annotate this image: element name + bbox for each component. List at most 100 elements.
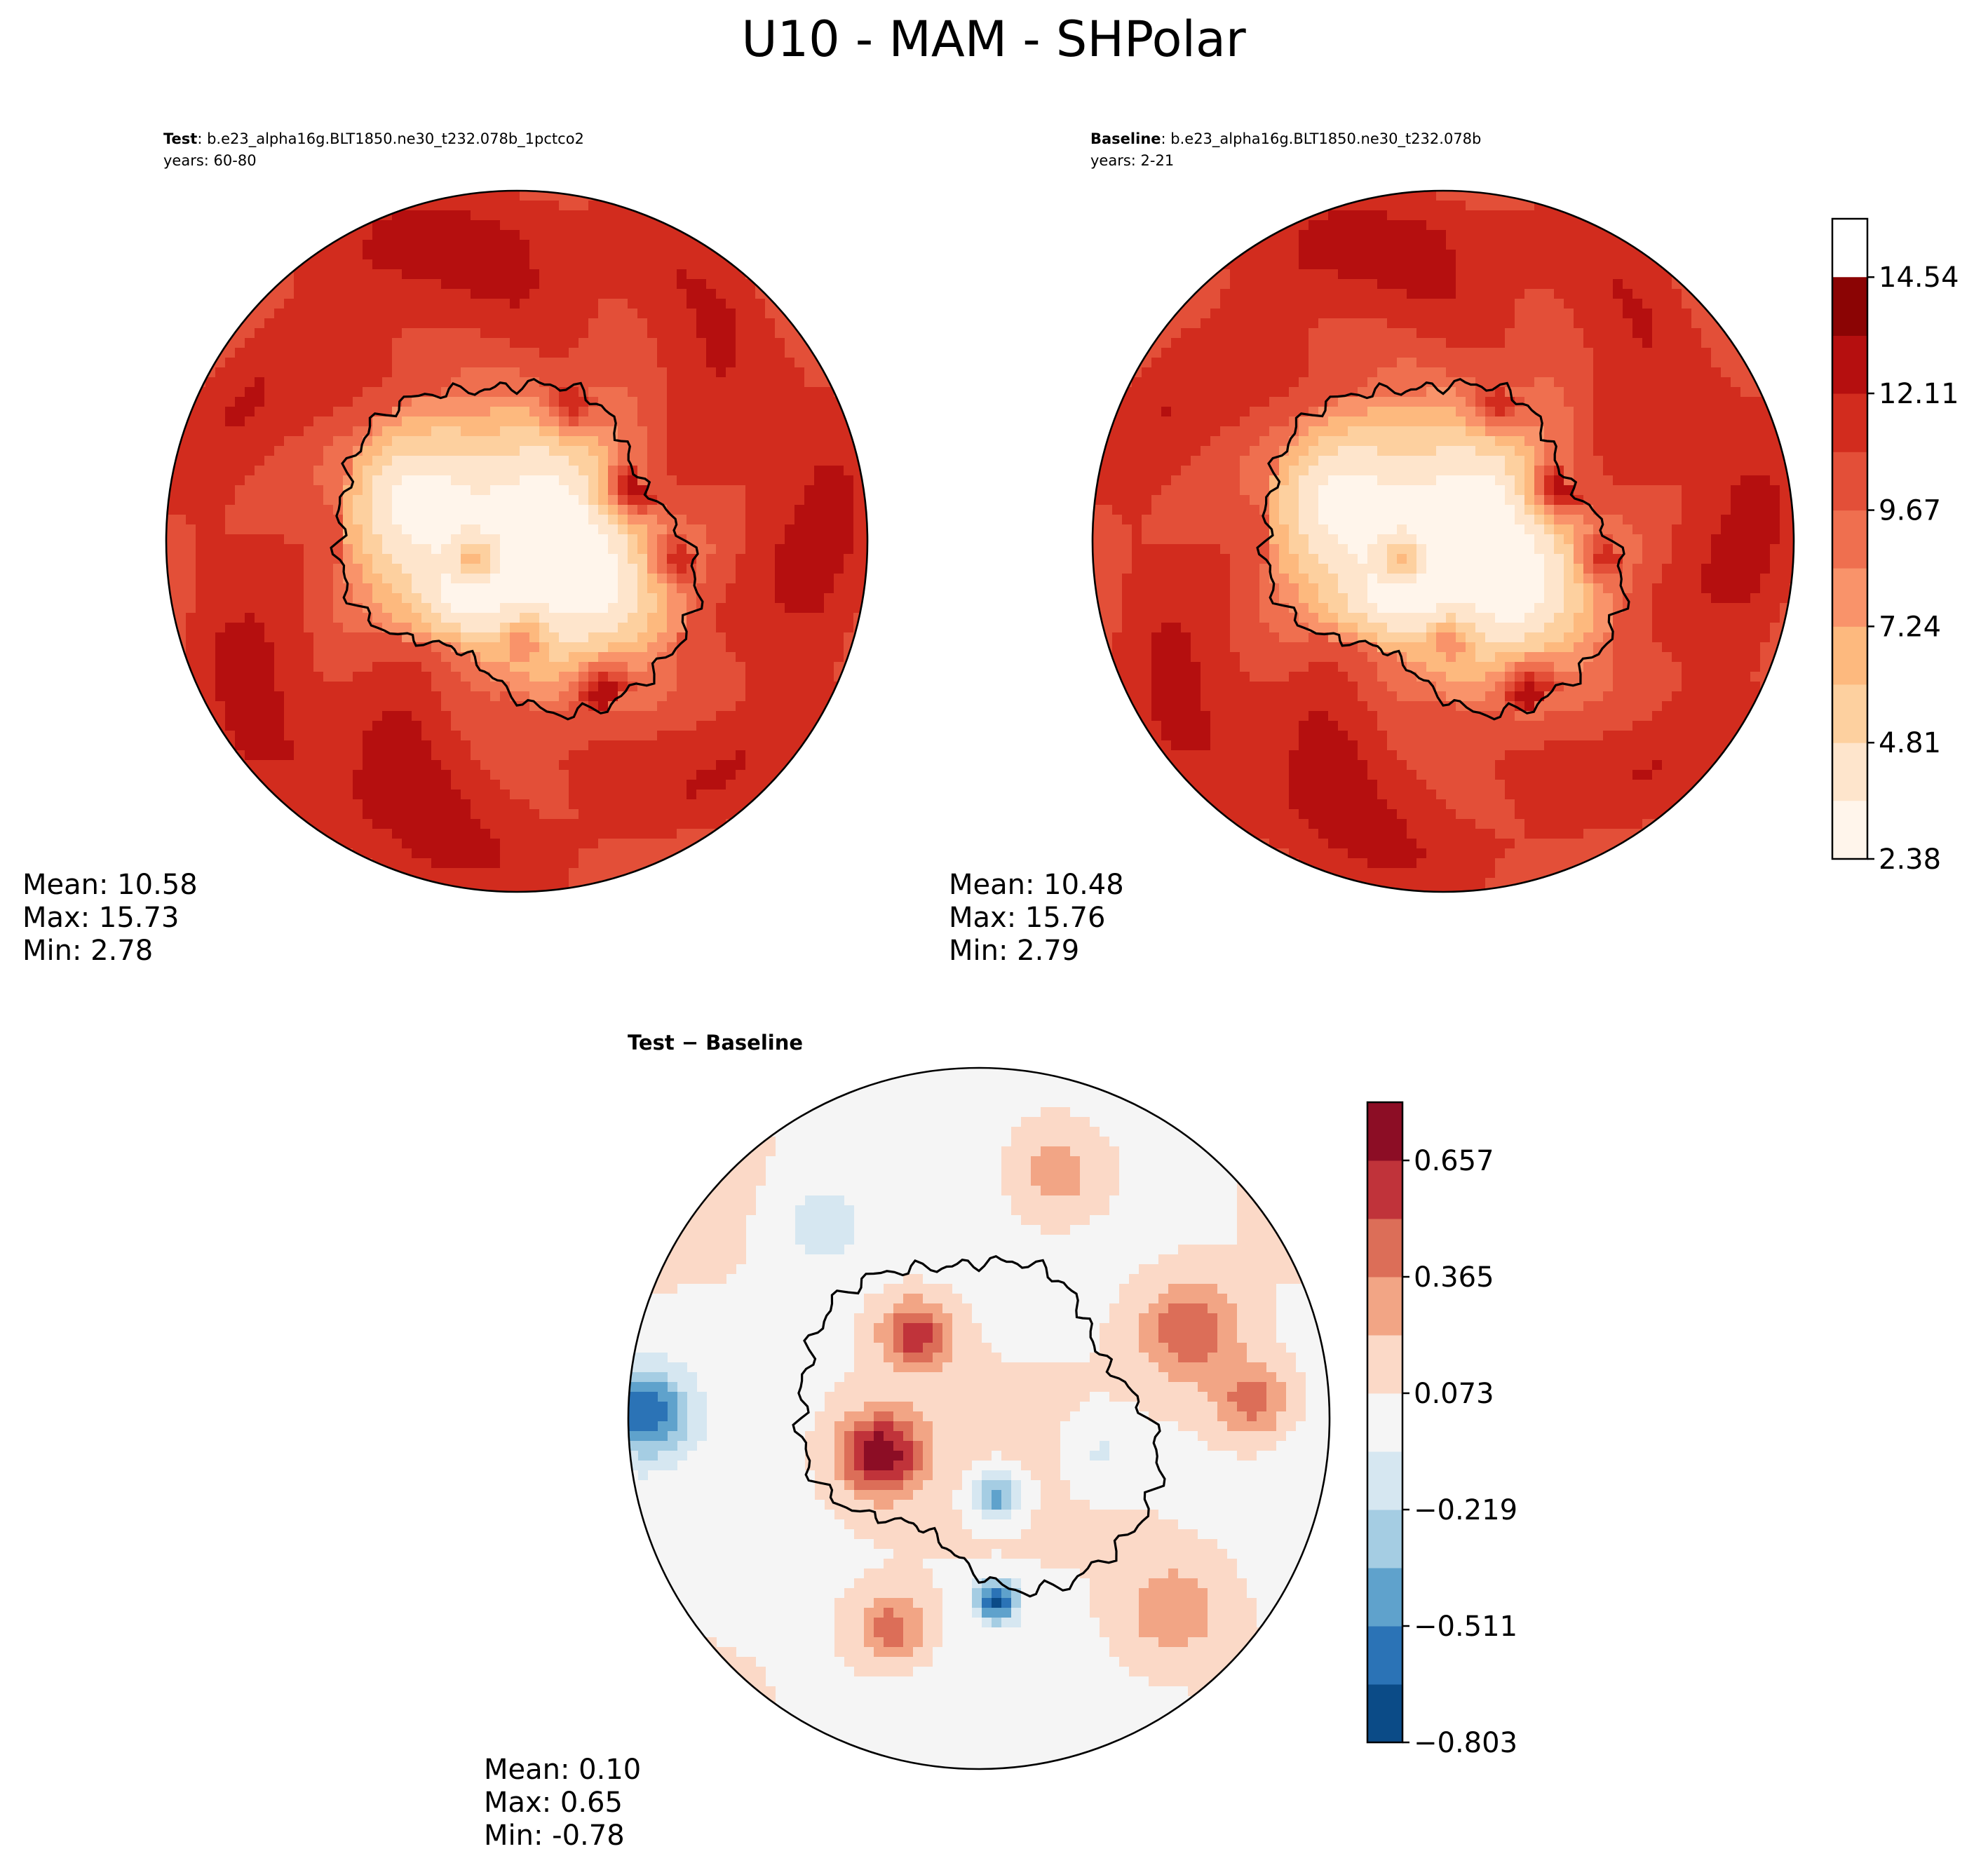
map-cell <box>392 279 403 290</box>
map-cell <box>421 691 432 702</box>
map-cell <box>844 613 854 623</box>
map-cell <box>372 524 383 535</box>
map-cell <box>323 426 334 437</box>
map-cell <box>451 790 461 800</box>
map-cell <box>863 524 867 535</box>
map-cell <box>539 279 550 290</box>
panel-test-years: years: 60-80 <box>163 152 257 169</box>
map-cell <box>677 711 687 721</box>
map-cell <box>726 416 736 427</box>
map-cell <box>696 574 707 584</box>
map-cell <box>559 868 569 879</box>
map-cell <box>804 652 815 663</box>
map-cell <box>1299 220 1309 231</box>
map-cell <box>1475 240 1486 250</box>
map-cell <box>824 613 834 623</box>
map-cell <box>706 790 717 800</box>
map-cell <box>520 799 530 810</box>
map-cell <box>1623 299 1633 309</box>
map-cell <box>834 623 844 633</box>
map-cell <box>559 632 569 643</box>
map-cell <box>1515 250 1525 260</box>
map-cell <box>667 495 677 506</box>
map-cell <box>431 259 442 270</box>
map-cell <box>196 701 206 712</box>
map-cell <box>274 652 285 663</box>
map-cell <box>520 426 530 437</box>
map-cell <box>1544 250 1555 260</box>
map-cell <box>1377 318 1388 329</box>
map-cell <box>205 426 216 437</box>
map-cell <box>392 662 403 672</box>
map-cell <box>451 711 461 721</box>
map-cell <box>696 436 707 447</box>
map-cell <box>1456 230 1466 240</box>
map-cell <box>382 495 393 506</box>
map-cell <box>1456 201 1466 211</box>
map-cell <box>755 377 766 388</box>
map-cell <box>618 416 628 427</box>
map-cell <box>637 819 648 829</box>
map-cell <box>745 475 756 486</box>
map-cell <box>1407 269 1417 280</box>
map-cell <box>1603 259 1614 270</box>
map-cell <box>569 259 579 270</box>
map-cell <box>657 358 668 368</box>
map-cell <box>794 348 805 358</box>
map-cell <box>579 210 589 221</box>
map-cell <box>549 299 560 309</box>
map-cell <box>794 632 805 643</box>
map-cell <box>264 358 275 368</box>
map-cell <box>284 583 295 594</box>
map-cell <box>588 780 599 790</box>
map-cell <box>215 436 226 447</box>
map-cell <box>402 259 412 270</box>
map-cell <box>1387 309 1398 319</box>
map-cell <box>1338 259 1348 270</box>
map-cell <box>677 407 687 417</box>
map-cell <box>559 574 569 584</box>
map-cell <box>1495 318 1506 329</box>
map-cell <box>677 495 687 506</box>
map-cell <box>500 564 510 574</box>
map-cell <box>176 515 187 525</box>
map-cell <box>588 682 599 692</box>
map-cell <box>490 338 501 348</box>
map-cell <box>1623 328 1633 339</box>
map-cell <box>363 760 373 771</box>
map-cell <box>608 839 618 849</box>
map-cell <box>559 426 569 437</box>
map-cell <box>1338 289 1348 299</box>
map-cell <box>451 515 461 525</box>
map-cell <box>294 397 304 407</box>
map-cell <box>353 839 363 849</box>
map-cell <box>1416 220 1427 231</box>
map-cell <box>510 799 520 810</box>
map-cell <box>304 799 314 810</box>
map-cell <box>490 495 501 506</box>
map-cell <box>235 456 245 466</box>
map-cell <box>294 701 304 712</box>
map-cell <box>579 407 589 417</box>
map-cell <box>755 760 766 771</box>
map-cell <box>706 259 717 270</box>
map-cell <box>755 740 766 751</box>
map-cell <box>421 397 432 407</box>
map-cell <box>529 839 540 849</box>
map-cell <box>1269 250 1280 260</box>
map-cell <box>588 475 599 486</box>
map-cell <box>353 309 363 319</box>
map-cell <box>333 740 344 751</box>
map-cell <box>294 534 304 545</box>
map-cell <box>343 318 353 329</box>
map-cell <box>706 309 717 319</box>
map-cell <box>1407 318 1417 329</box>
map-cell <box>520 623 530 633</box>
map-cell <box>608 691 618 702</box>
map-cell <box>490 819 501 829</box>
map-cell <box>529 809 540 820</box>
map-cell <box>313 358 324 368</box>
map-cell <box>225 711 236 721</box>
map-cell <box>736 495 746 506</box>
map-cell <box>235 711 245 721</box>
